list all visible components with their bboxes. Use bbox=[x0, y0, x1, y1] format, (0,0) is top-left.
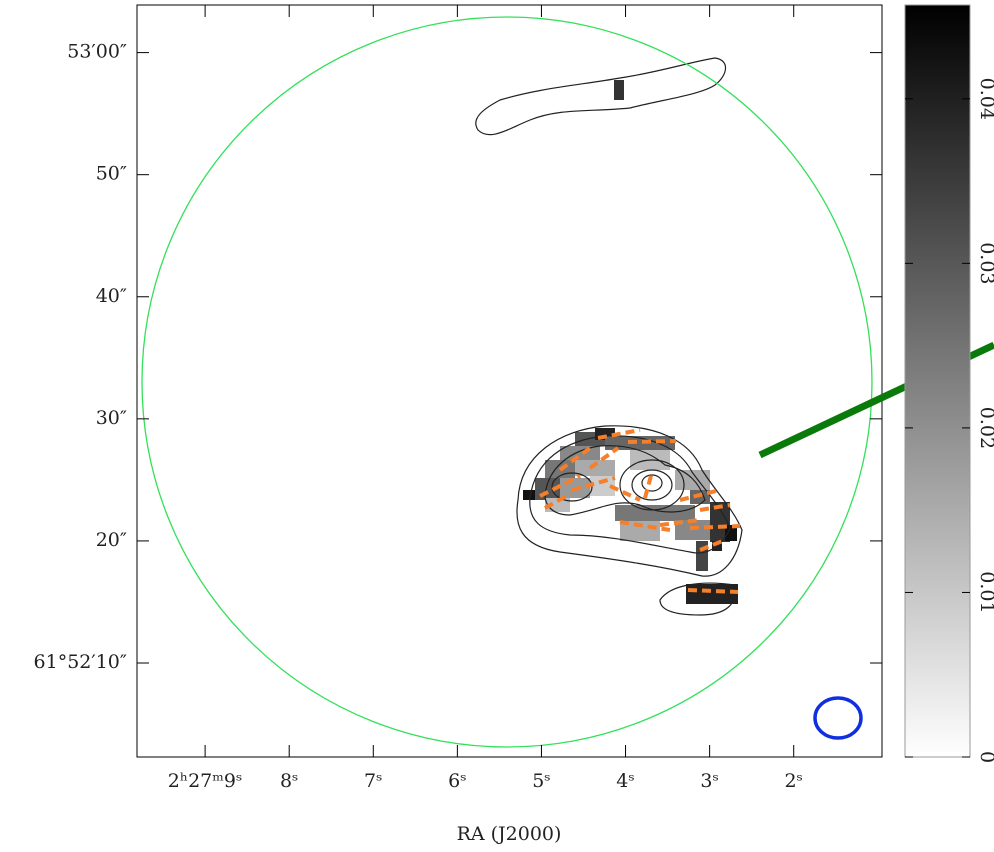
chart: RA (J2000) 2ʰ27ᵐ9ˢ 8ˢ 7ˢ 6ˢ 5ˢ 4ˢ 3ˢ 2ˢ 61°52′10… bbox=[0, 0, 994, 852]
x-tick-label: 5ˢ bbox=[532, 770, 551, 792]
x-tick-label: 3ˢ bbox=[700, 770, 719, 792]
y-tick-label: 20″ bbox=[96, 529, 127, 551]
colorbar bbox=[905, 5, 970, 757]
colorbar-tick-label: 0.01 bbox=[976, 571, 994, 613]
y-tick-label: 61°52′10″ bbox=[34, 651, 127, 673]
plot-frame bbox=[137, 5, 882, 757]
x-tick-label: 4ˢ bbox=[616, 770, 635, 792]
x-tick-label: 2ˢ bbox=[784, 770, 803, 792]
x-tick-label: 8ˢ bbox=[280, 770, 299, 792]
y-tick-label: 40″ bbox=[96, 285, 127, 307]
colorbar-tick-label: 0.04 bbox=[976, 78, 994, 120]
y-tick-label: 30″ bbox=[96, 407, 127, 429]
colorbar-tick-label: 0.03 bbox=[976, 242, 994, 284]
colorbar-tick-label: 0 bbox=[976, 751, 994, 763]
x-axis-label: RA (J2000) bbox=[457, 823, 562, 845]
x-tick-label: 2ʰ27ᵐ9ˢ bbox=[168, 770, 243, 792]
x-tick-label: 7ˢ bbox=[364, 770, 383, 792]
y-tick-label: 50″ bbox=[96, 163, 127, 185]
x-tick-label: 6ˢ bbox=[448, 770, 467, 792]
y-tick-label: 53′00″ bbox=[67, 41, 127, 63]
colorbar-tick-label: 0.02 bbox=[976, 407, 994, 449]
